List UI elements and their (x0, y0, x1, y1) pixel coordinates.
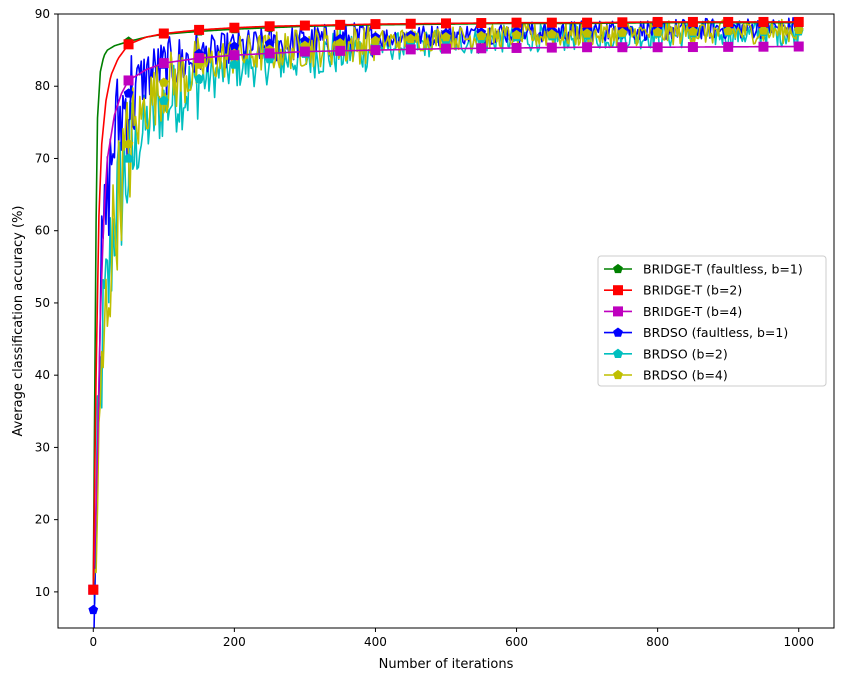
series-marker (582, 28, 592, 38)
series-marker (687, 16, 698, 27)
y-tick-label: 50 (35, 296, 50, 310)
series-marker (194, 73, 204, 84)
series-marker (758, 41, 769, 52)
series-marker (229, 59, 240, 69)
series-marker (617, 27, 628, 37)
series-marker (511, 17, 522, 28)
series-marker (617, 17, 628, 28)
series-marker (476, 43, 487, 54)
series-marker (476, 30, 487, 41)
y-tick-label: 60 (35, 224, 50, 238)
series-marker (546, 42, 557, 53)
series-marker (758, 16, 769, 27)
legend-marker (613, 369, 623, 380)
series-marker (123, 153, 134, 163)
legend-label: BRIDGE-T (b=4) (643, 304, 742, 319)
legend-label: BRDSO (b=4) (643, 368, 728, 383)
series-marker (511, 29, 522, 40)
y-tick-label: 90 (35, 7, 50, 21)
series-marker (793, 24, 804, 35)
legend-marker (613, 348, 623, 358)
series-marker (582, 42, 593, 53)
legend-marker (613, 306, 623, 317)
y-axis-label: Average classification accuracy (%) (11, 205, 26, 436)
legend-frame (597, 255, 827, 387)
series-marker (299, 20, 310, 31)
series-marker (546, 29, 557, 39)
series-marker (617, 42, 628, 53)
series-marker (441, 18, 451, 29)
legend: BRIDGE-T (faultless, b=1) BRIDGE-T (b=2) B… (597, 255, 827, 387)
x-tick-label: 1000 (783, 635, 814, 649)
series-marker (652, 16, 663, 27)
series-marker (723, 25, 734, 36)
series-marker (335, 45, 346, 56)
series-marker (158, 77, 169, 87)
legend-marker (613, 285, 623, 296)
x-axis-label: Number of iterations (379, 657, 514, 672)
series-marker (793, 16, 804, 27)
series-marker (370, 19, 381, 30)
series-marker (758, 25, 769, 35)
series-marker (405, 44, 416, 55)
series-marker (688, 26, 698, 36)
x-tick-label: 200 (223, 635, 246, 649)
series-marker (264, 21, 275, 32)
series-marker (229, 50, 240, 61)
series-marker (476, 18, 487, 29)
series-marker (88, 584, 99, 595)
series-marker (158, 58, 169, 69)
series-marker (370, 45, 381, 56)
series-marker (194, 53, 205, 64)
series-marker (546, 17, 557, 28)
series-marker (405, 33, 416, 44)
y-tick-label: 30 (35, 440, 50, 454)
tick-layer: 0 200 400 600 800 1000 10 20 30 40 50 60 70 80 90 (35, 7, 814, 649)
series-marker (123, 138, 134, 149)
y-tick-label: 40 (35, 368, 50, 382)
legend-label: BRIDGE-T (faultless, b=1) (643, 262, 803, 277)
x-tick-label: 0 (89, 635, 97, 649)
series-marker (264, 48, 275, 59)
series-marker (194, 24, 205, 35)
series-marker (793, 41, 804, 52)
series-marker (723, 41, 734, 52)
y-tick-label: 80 (35, 79, 50, 93)
series-marker (511, 42, 522, 53)
legend-label: BRIDGE-T (b=2) (643, 283, 742, 298)
series-marker (158, 95, 169, 105)
x-tick-label: 800 (646, 635, 669, 649)
series-marker (370, 35, 381, 45)
series-marker (441, 32, 451, 42)
series-marker (299, 46, 310, 57)
series-marker (441, 43, 451, 54)
series-marker (652, 42, 663, 53)
series-marker (123, 75, 134, 86)
x-tick-label: 600 (505, 635, 528, 649)
y-tick-label: 70 (35, 151, 50, 165)
legend-marker (613, 263, 623, 274)
plot-frame (57, 13, 835, 629)
marker-layer (88, 16, 804, 615)
series-marker (687, 42, 698, 53)
legend-marker (613, 327, 623, 337)
series-marker (88, 604, 99, 615)
y-tick-label: 10 (35, 585, 50, 599)
series-marker (652, 26, 663, 37)
series-marker (229, 22, 240, 33)
series-marker (582, 17, 593, 28)
series-marker (158, 28, 169, 39)
series-marker (723, 16, 734, 27)
series-marker (405, 18, 416, 29)
y-tick-label: 20 (35, 513, 50, 527)
x-tick-label: 400 (364, 635, 387, 649)
series-marker (123, 88, 134, 98)
legend-label: BRDSO (faultless, b=1) (643, 325, 788, 340)
series-marker (335, 19, 346, 30)
series-marker (123, 39, 134, 50)
legend-label: BRDSO (b=2) (643, 346, 728, 361)
